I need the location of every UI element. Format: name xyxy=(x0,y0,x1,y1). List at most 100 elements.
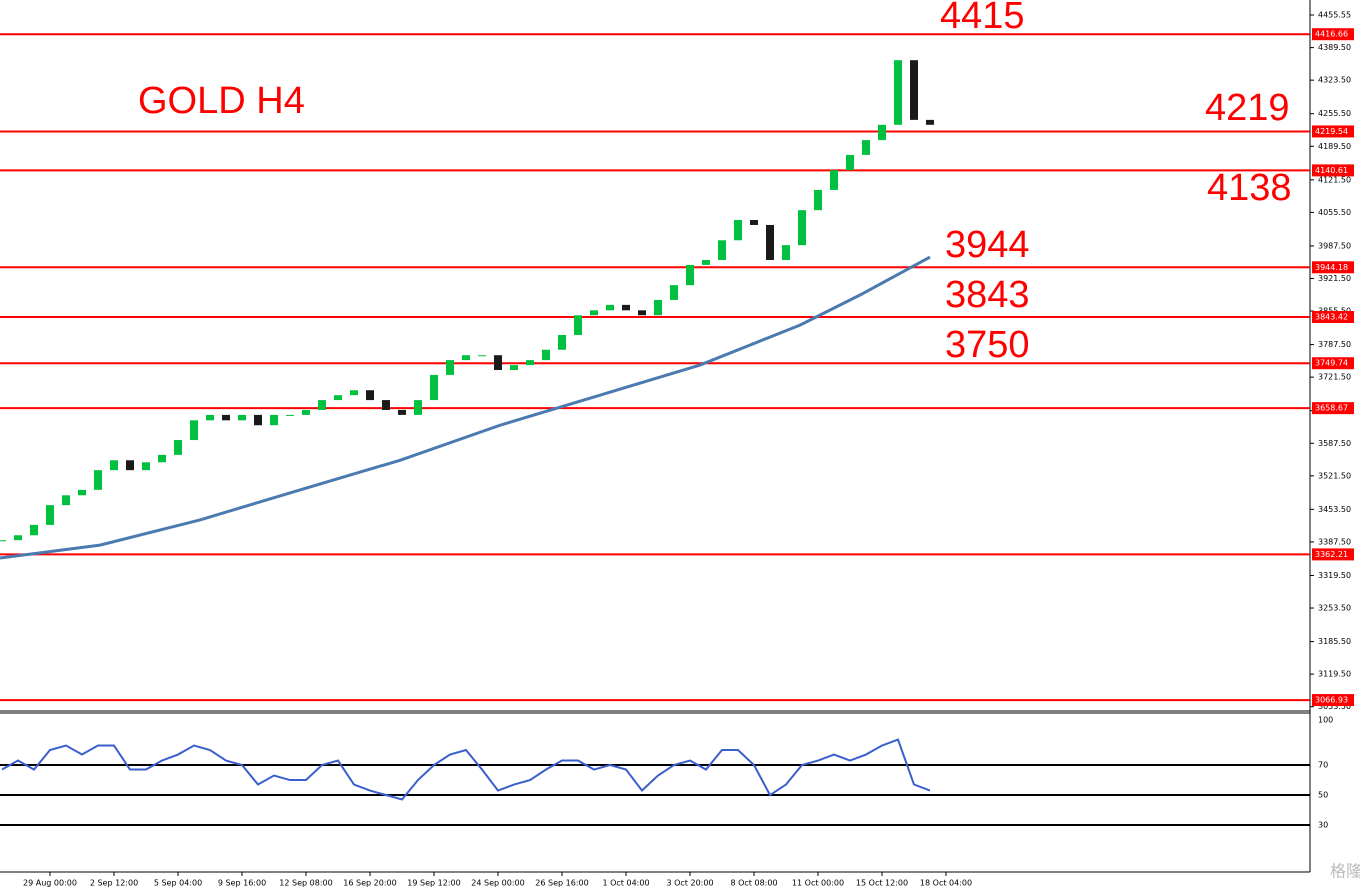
y-tick-label: 70 xyxy=(1318,761,1328,770)
x-tick-label: 5 Sep 04:00 xyxy=(154,879,202,888)
candle xyxy=(478,355,486,357)
candle xyxy=(30,524,38,536)
candle xyxy=(430,374,438,401)
level-label: 3944.18 xyxy=(1315,263,1348,272)
candle xyxy=(46,505,54,525)
candle xyxy=(78,489,86,496)
candle xyxy=(254,414,262,426)
candle xyxy=(670,285,678,300)
y-tick-label: 100 xyxy=(1318,716,1333,725)
y-tick-label: 3253.50 xyxy=(1318,604,1351,613)
candle xyxy=(526,360,534,366)
x-tick-label: 3 Oct 20:00 xyxy=(666,879,713,888)
y-tick-label: 4055.50 xyxy=(1318,208,1351,217)
candle xyxy=(366,390,374,401)
candle xyxy=(910,60,918,120)
candle xyxy=(702,259,710,265)
candle xyxy=(638,310,646,316)
x-tick-label: 2 Sep 12:00 xyxy=(90,879,138,888)
candle xyxy=(574,315,582,335)
level-label: 3362.21 xyxy=(1315,550,1348,559)
y-tick-label: 3921.50 xyxy=(1318,274,1351,283)
candle xyxy=(830,170,838,190)
candle xyxy=(446,360,454,375)
x-tick-label: 12 Sep 08:00 xyxy=(279,879,332,888)
candle xyxy=(734,220,742,241)
y-tick-label: 3721.50 xyxy=(1318,373,1351,382)
y-tick-label: 3119.50 xyxy=(1318,670,1351,679)
candle xyxy=(286,414,294,416)
level-label-box xyxy=(1312,28,1354,41)
candle xyxy=(558,334,566,350)
moving-average xyxy=(0,255,931,560)
level-annotation: 3750 xyxy=(945,324,1030,366)
candle xyxy=(222,414,230,421)
candle xyxy=(350,390,358,396)
level-label: 3749.74 xyxy=(1315,359,1348,368)
candle xyxy=(798,210,806,246)
candle xyxy=(782,245,790,260)
chart-title: GOLD H4 xyxy=(138,80,305,122)
rsi-line xyxy=(1,738,931,801)
candle xyxy=(110,460,118,471)
candle xyxy=(62,495,70,506)
x-tick-label: 26 Sep 16:00 xyxy=(535,879,588,888)
y-tick-label: 30 xyxy=(1318,821,1328,830)
x-tick-label: 18 Oct 04:00 xyxy=(920,879,972,888)
y-tick-label: 3053.50 xyxy=(1318,702,1351,711)
level-label: 4416.66 xyxy=(1315,30,1348,39)
level-label-box xyxy=(1312,125,1354,138)
candle xyxy=(494,355,502,370)
level-label: 3066.93 xyxy=(1315,696,1348,705)
x-tick-label: 15 Oct 12:00 xyxy=(856,879,908,888)
candle xyxy=(926,119,934,125)
level-annotation: 4219 xyxy=(1205,87,1290,129)
y-tick-label: 3387.50 xyxy=(1318,537,1351,546)
y-tick-label: 4121.50 xyxy=(1318,175,1351,184)
level-label-box xyxy=(1312,311,1354,324)
y-tick-label: 4455.55 xyxy=(1318,11,1351,20)
candle xyxy=(846,154,854,171)
candle xyxy=(302,409,310,415)
candle xyxy=(334,395,342,401)
x-tick-label: 11 Oct 00:00 xyxy=(792,879,844,888)
level-annotation: 3843 xyxy=(945,274,1030,316)
level-annotation: 3944 xyxy=(945,224,1030,266)
level-label: 3843.42 xyxy=(1315,313,1348,322)
candle xyxy=(158,454,166,463)
y-tick-label: 3587.50 xyxy=(1318,439,1351,448)
x-tick-label: 16 Sep 20:00 xyxy=(343,879,396,888)
candle xyxy=(686,264,694,286)
y-tick-label: 4255.50 xyxy=(1318,109,1351,118)
x-tick-label: 29 Aug 00:00 xyxy=(23,879,77,888)
candle xyxy=(510,365,518,370)
candle xyxy=(398,409,406,415)
y-tick-label: 4389.50 xyxy=(1318,43,1351,52)
candle xyxy=(718,240,726,260)
candle xyxy=(238,414,246,421)
level-label-box xyxy=(1312,548,1354,561)
level-label-box xyxy=(1312,261,1354,274)
level-label-box xyxy=(1312,402,1354,415)
candle xyxy=(174,440,182,455)
candle xyxy=(318,400,326,410)
y-tick-label: 3987.50 xyxy=(1318,241,1351,250)
candle xyxy=(14,535,22,541)
x-tick-label: 9 Sep 16:00 xyxy=(218,879,266,888)
candle xyxy=(814,189,822,211)
candle xyxy=(414,400,422,415)
y-tick-label: 50 xyxy=(1318,791,1328,800)
candle xyxy=(862,140,870,155)
y-tick-label: 3185.50 xyxy=(1318,637,1351,646)
level-label-box xyxy=(1312,357,1354,370)
y-tick-label: 3453.50 xyxy=(1318,505,1351,514)
watermark: 格隆汇 xyxy=(1330,862,1360,881)
candle xyxy=(206,414,214,421)
candle xyxy=(590,310,598,316)
level-annotation: 4138 xyxy=(1207,167,1292,209)
candle xyxy=(142,462,150,471)
y-tick-label: 4189.50 xyxy=(1318,142,1351,151)
candle xyxy=(126,460,134,471)
